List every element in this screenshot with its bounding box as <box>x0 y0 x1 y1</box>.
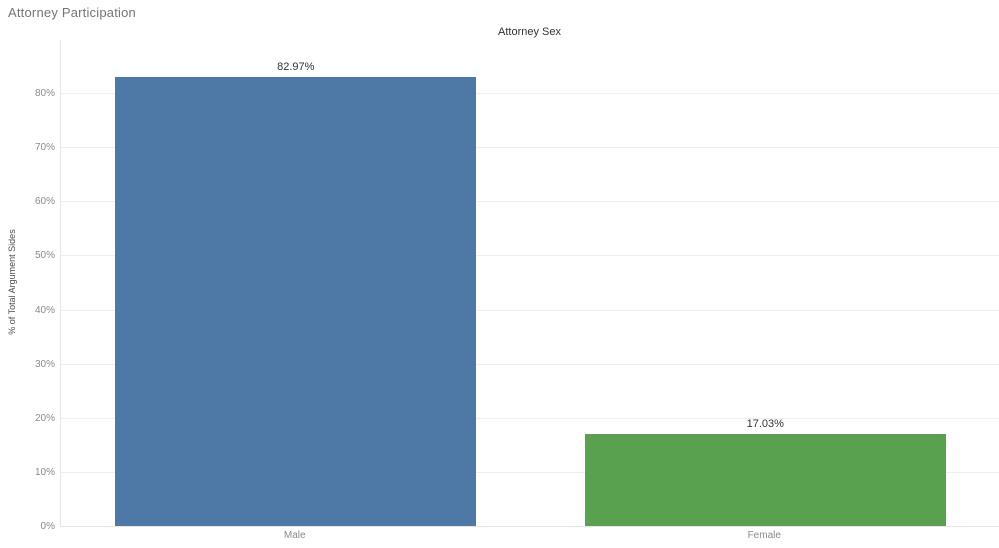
bar-male[interactable] <box>115 77 477 526</box>
gridline-50% <box>61 255 999 257</box>
bar-value-label: 17.03% <box>746 417 784 430</box>
gridline-20% <box>61 417 999 419</box>
gridline-30% <box>61 363 999 365</box>
gridline-80% <box>61 93 999 95</box>
gridline-70% <box>61 147 999 149</box>
column-header: Attorney Sex <box>498 26 561 38</box>
x-axis-label-female: Female <box>747 530 781 541</box>
y-tick-label: 60% <box>34 196 55 208</box>
y-axis-title: % of Total Argument Sides <box>7 229 17 335</box>
plot-area: 82.97% 17.03% <box>60 40 999 527</box>
y-tick-label: 0% <box>40 521 55 532</box>
bar-value-label: 82.97% <box>277 61 315 74</box>
y-tick-label: 40% <box>34 304 55 316</box>
y-tick-label: 80% <box>34 88 55 100</box>
gridline-10% <box>61 471 999 473</box>
y-tick-label: 30% <box>34 358 55 370</box>
y-tick-label: 20% <box>34 412 55 424</box>
gridline-40% <box>61 309 999 311</box>
y-tick-label: 50% <box>34 250 55 262</box>
chart-title: Attorney Participation <box>8 5 136 20</box>
x-axis-label-male: Male <box>283 530 306 541</box>
bar-female[interactable] <box>584 433 946 526</box>
y-tick-label: 10% <box>34 466 55 478</box>
gridline-60% <box>61 201 999 203</box>
y-tick-label: 70% <box>34 142 55 154</box>
